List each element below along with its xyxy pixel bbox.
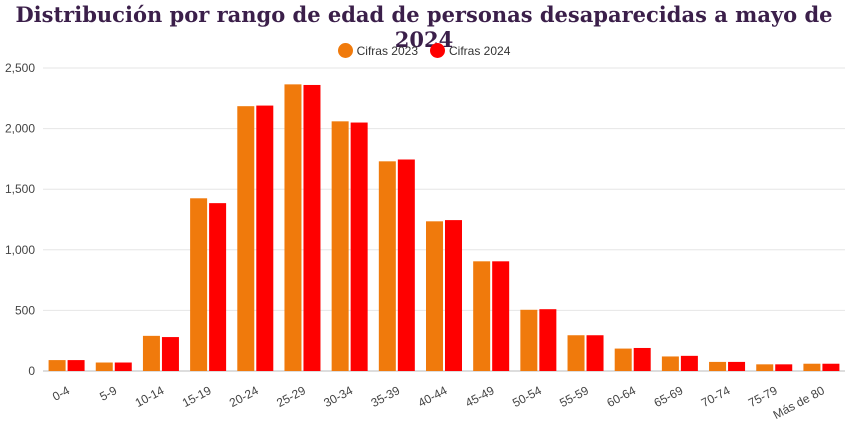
chart-title: Distribución por rango de edad de person…: [15, 2, 833, 52]
bar-2023: [95, 362, 113, 371]
bar-2024: [492, 261, 510, 371]
bar-2023: [614, 348, 632, 371]
bar-2023: [142, 335, 160, 371]
legend-item-2024[interactable]: Cifras 2024: [430, 43, 510, 58]
bar-2023: [567, 335, 585, 371]
bar-2023: [756, 364, 774, 371]
x-tick-label: 0-4: [50, 383, 72, 404]
x-tick-label: 70-74: [699, 383, 733, 410]
x-tick-label: 5-9: [97, 383, 119, 404]
bar-2023: [378, 161, 396, 371]
bar-2023: [237, 106, 255, 371]
x-tick-label: 10-14: [133, 383, 167, 410]
bar-2023: [661, 356, 679, 371]
bar-2024: [822, 363, 840, 371]
bar-2024: [680, 355, 698, 371]
legend-swatch-2024: [430, 43, 445, 58]
bar-2024: [303, 84, 321, 371]
legend: Cifras 2023 Cifras 2024: [0, 43, 848, 58]
x-tick-label: 65-69: [652, 383, 686, 410]
bar-2024: [445, 220, 462, 371]
bar-2024: [161, 337, 179, 371]
x-tick-label: 25-29: [274, 383, 308, 410]
x-tick-label: 35-39: [369, 383, 403, 410]
y-tick-label: 1,500: [5, 182, 35, 196]
x-tick-label: 40-44: [416, 383, 450, 410]
y-tick-label: 0: [28, 364, 35, 378]
bar-2023: [709, 361, 727, 371]
bar-2023: [803, 363, 821, 371]
bar-2024: [209, 203, 227, 371]
x-tick-label: 50-54: [510, 383, 544, 410]
legend-swatch-2023: [337, 43, 353, 58]
bar-2024: [350, 122, 368, 371]
bar-2024: [728, 361, 746, 371]
x-tick-label: 30-34: [321, 383, 355, 410]
legend-label-2024: Cifras 2024: [449, 43, 511, 58]
y-tick-label: 2,000: [5, 122, 35, 136]
legend-item-2023[interactable]: Cifras 2023: [337, 43, 418, 58]
x-tick-label: 15-19: [180, 383, 214, 410]
y-tick-label: 1,000: [5, 243, 35, 257]
bar-2023: [473, 261, 491, 371]
bar-2023: [520, 309, 538, 371]
y-tick-label: 2,500: [5, 61, 35, 75]
bar-2024: [67, 360, 85, 371]
y-tick-label: 500: [15, 303, 35, 317]
bar-2024: [397, 159, 415, 371]
bar-2024: [539, 309, 557, 371]
bar-2024: [775, 364, 793, 371]
x-tick-label: 75-79: [746, 383, 780, 410]
bar-2023: [426, 221, 443, 371]
bar-2024: [633, 347, 651, 371]
bar-2023: [331, 121, 349, 371]
bar-2023: [284, 84, 302, 371]
x-tick-label: 45-49: [463, 383, 497, 410]
bar-2023: [48, 360, 66, 371]
bar-2024: [256, 105, 274, 372]
legend-label-2023: Cifras 2023: [356, 43, 418, 58]
x-tick-label: 20-24: [227, 383, 261, 410]
x-tick-label: 55-59: [557, 383, 591, 410]
bar-2023: [190, 198, 208, 371]
bar-2024: [114, 362, 132, 371]
bar-2024: [586, 335, 604, 371]
x-tick-label: Más de 80: [771, 383, 827, 422]
x-tick-label: 60-64: [604, 383, 638, 410]
